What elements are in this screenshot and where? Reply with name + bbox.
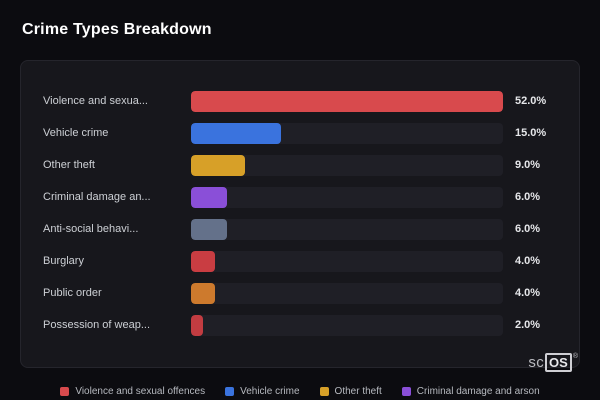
legend-item-violence[interactable]: Violence and sexual offences — [60, 386, 205, 397]
category-label: Anti-social behavi... — [43, 223, 139, 235]
category-label: Public order — [43, 287, 102, 299]
bar-anti-social[interactable] — [191, 218, 227, 240]
legend-swatch-criminal-damage — [401, 387, 411, 396]
bar-row: Anti-social behavi... 6.0% — [43, 213, 561, 245]
bar-track — [191, 122, 503, 144]
value-label: 6.0% — [515, 223, 541, 235]
category-label: Vehicle crime — [43, 127, 109, 139]
legend-swatch-violence — [60, 387, 70, 396]
legend-item-other-theft[interactable]: Other theft — [319, 386, 382, 397]
value-label: 52.0% — [515, 95, 547, 107]
bar-possession-weapons[interactable] — [191, 314, 203, 336]
bar-criminal-damage[interactable] — [191, 186, 227, 208]
legend-label: Criminal damage and arson — [416, 386, 540, 397]
value-label: 4.0% — [515, 287, 541, 299]
scos-logo: sc OS ® — [528, 353, 578, 372]
bar-track — [191, 218, 503, 240]
value-label: 4.0% — [515, 255, 541, 267]
logo-text-sc: sc — [528, 354, 545, 371]
category-label: Burglary — [43, 255, 84, 267]
legend-label: Violence and sexual offences — [75, 386, 206, 397]
bar-track — [191, 90, 503, 112]
bar-row: Criminal damage an... 6.0% — [43, 181, 561, 213]
value-label: 9.0% — [515, 159, 541, 171]
bar-row: Violence and sexua... 52.0% — [43, 85, 561, 117]
value-label: 15.0% — [515, 127, 547, 139]
bar-other-theft[interactable] — [191, 154, 245, 176]
legend-item-criminal-damage[interactable]: Criminal damage and arson — [401, 386, 540, 397]
bar-burglary[interactable] — [191, 250, 215, 272]
bar-row: Burglary 4.0% — [43, 245, 561, 277]
legend-swatch-vehicle-crime — [225, 387, 235, 396]
bar-track — [191, 186, 503, 208]
category-label: Other theft — [43, 159, 95, 171]
value-label: 2.0% — [515, 319, 541, 331]
chart-card: Violence and sexua... 52.0% Vehicle crim… — [20, 60, 580, 368]
legend-label: Vehicle crime — [240, 386, 300, 397]
chart-legend: Violence and sexual offences Vehicle cri… — [0, 386, 600, 397]
bar-track — [191, 282, 503, 304]
category-label: Possession of weap... — [43, 319, 151, 331]
bar-row: Vehicle crime 15.0% — [43, 117, 561, 149]
bar-violence[interactable] — [191, 90, 503, 112]
legend-label: Other theft — [334, 386, 382, 397]
category-label: Criminal damage an... — [43, 191, 151, 203]
category-label: Violence and sexua... — [43, 95, 148, 107]
legend-swatch-other-theft — [319, 387, 329, 396]
bar-track — [191, 314, 503, 336]
bar-row: Public order 4.0% — [43, 277, 561, 309]
logo-text-os: OS — [545, 353, 572, 372]
value-label: 6.0% — [515, 191, 541, 203]
bar-public-order[interactable] — [191, 282, 215, 304]
bar-track — [191, 250, 503, 272]
bar-row: Other theft 9.0% — [43, 149, 561, 181]
bar-track — [191, 154, 503, 176]
registered-mark: ® — [572, 353, 578, 360]
bar-vehicle-crime[interactable] — [191, 122, 281, 144]
page-title: Crime Types Breakdown — [22, 21, 212, 38]
bar-row: Possession of weap... 2.0% — [43, 309, 561, 341]
legend-item-vehicle-crime[interactable]: Vehicle crime — [225, 386, 300, 397]
